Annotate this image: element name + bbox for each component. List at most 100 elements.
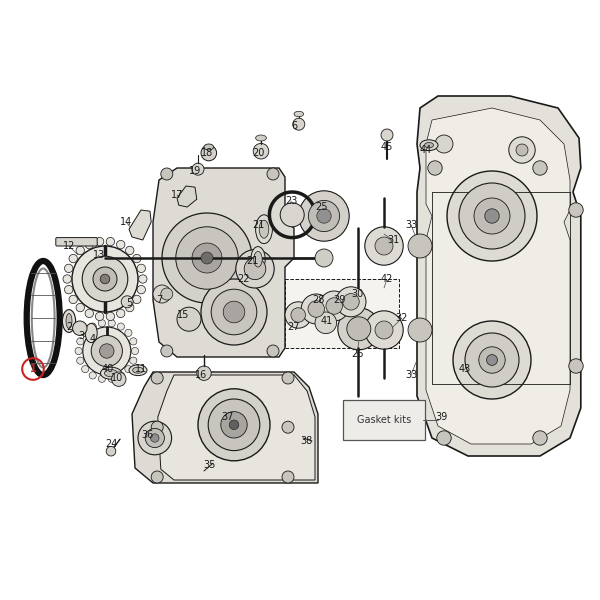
Circle shape (267, 345, 279, 357)
Circle shape (198, 389, 270, 461)
Circle shape (509, 137, 535, 163)
Circle shape (408, 234, 432, 258)
Circle shape (151, 434, 159, 442)
Text: Gasket kits: Gasket kits (357, 415, 411, 425)
Circle shape (381, 129, 393, 141)
Circle shape (98, 375, 106, 382)
Circle shape (516, 144, 528, 156)
Circle shape (197, 366, 211, 380)
Circle shape (308, 200, 340, 232)
Text: 13: 13 (93, 250, 105, 260)
Circle shape (201, 145, 217, 161)
Circle shape (130, 338, 137, 345)
Circle shape (63, 275, 71, 283)
Circle shape (73, 321, 87, 335)
Text: 28: 28 (312, 295, 324, 305)
Text: 29: 29 (333, 295, 345, 305)
Text: 42: 42 (381, 274, 393, 284)
Ellipse shape (62, 310, 76, 332)
Circle shape (133, 254, 141, 263)
Circle shape (82, 329, 89, 337)
Circle shape (106, 312, 115, 320)
Circle shape (85, 309, 94, 317)
Circle shape (161, 288, 173, 300)
Circle shape (569, 203, 583, 217)
Circle shape (569, 359, 583, 373)
Circle shape (479, 347, 505, 373)
Circle shape (201, 252, 213, 264)
Circle shape (447, 171, 537, 261)
Ellipse shape (104, 370, 118, 377)
Circle shape (91, 335, 122, 367)
Ellipse shape (425, 142, 433, 148)
Ellipse shape (259, 220, 269, 238)
Circle shape (459, 183, 525, 249)
Circle shape (253, 143, 269, 159)
Text: 24: 24 (105, 439, 117, 449)
Circle shape (151, 421, 163, 433)
Circle shape (83, 327, 131, 375)
Circle shape (108, 320, 115, 327)
Circle shape (125, 329, 132, 337)
Circle shape (69, 295, 77, 304)
Ellipse shape (254, 251, 262, 267)
Circle shape (487, 355, 497, 365)
Circle shape (151, 372, 163, 384)
Circle shape (116, 241, 125, 249)
Circle shape (282, 372, 294, 384)
Ellipse shape (251, 247, 265, 272)
Polygon shape (132, 372, 318, 483)
Circle shape (95, 238, 104, 246)
Circle shape (139, 275, 147, 283)
Circle shape (89, 372, 96, 379)
Text: 19: 19 (189, 166, 201, 176)
Circle shape (282, 471, 294, 483)
Circle shape (151, 471, 163, 483)
Circle shape (319, 291, 349, 321)
FancyBboxPatch shape (285, 279, 399, 348)
Circle shape (65, 264, 73, 272)
Circle shape (93, 267, 117, 291)
Text: 16: 16 (195, 370, 207, 380)
Circle shape (221, 412, 247, 438)
Circle shape (299, 191, 349, 241)
Circle shape (192, 243, 222, 273)
Circle shape (301, 294, 331, 324)
Circle shape (201, 279, 267, 345)
Text: 7: 7 (156, 295, 162, 305)
Circle shape (208, 399, 260, 451)
Circle shape (533, 431, 547, 445)
Ellipse shape (256, 135, 266, 141)
Text: 22: 22 (237, 274, 249, 284)
Circle shape (77, 357, 84, 364)
Text: 35: 35 (204, 460, 216, 470)
Polygon shape (177, 186, 197, 207)
Circle shape (121, 296, 133, 308)
Circle shape (244, 258, 266, 280)
Circle shape (98, 320, 106, 327)
Circle shape (125, 304, 134, 312)
Text: 36: 36 (141, 430, 153, 440)
Circle shape (267, 168, 279, 180)
Ellipse shape (204, 144, 214, 150)
Circle shape (125, 365, 132, 373)
Text: 40: 40 (102, 364, 114, 374)
Circle shape (336, 287, 366, 317)
Circle shape (338, 308, 380, 350)
Circle shape (72, 246, 138, 312)
Polygon shape (129, 210, 151, 240)
Polygon shape (153, 168, 294, 357)
Circle shape (223, 301, 245, 323)
FancyBboxPatch shape (56, 238, 97, 246)
Circle shape (317, 209, 331, 223)
Text: 38: 38 (300, 436, 312, 446)
Circle shape (89, 323, 97, 330)
Circle shape (293, 118, 305, 130)
Circle shape (76, 304, 85, 312)
Circle shape (161, 345, 173, 357)
Text: 5: 5 (126, 298, 132, 308)
Circle shape (435, 135, 453, 153)
Text: 17: 17 (171, 190, 183, 200)
Circle shape (365, 227, 403, 265)
Circle shape (108, 375, 115, 382)
